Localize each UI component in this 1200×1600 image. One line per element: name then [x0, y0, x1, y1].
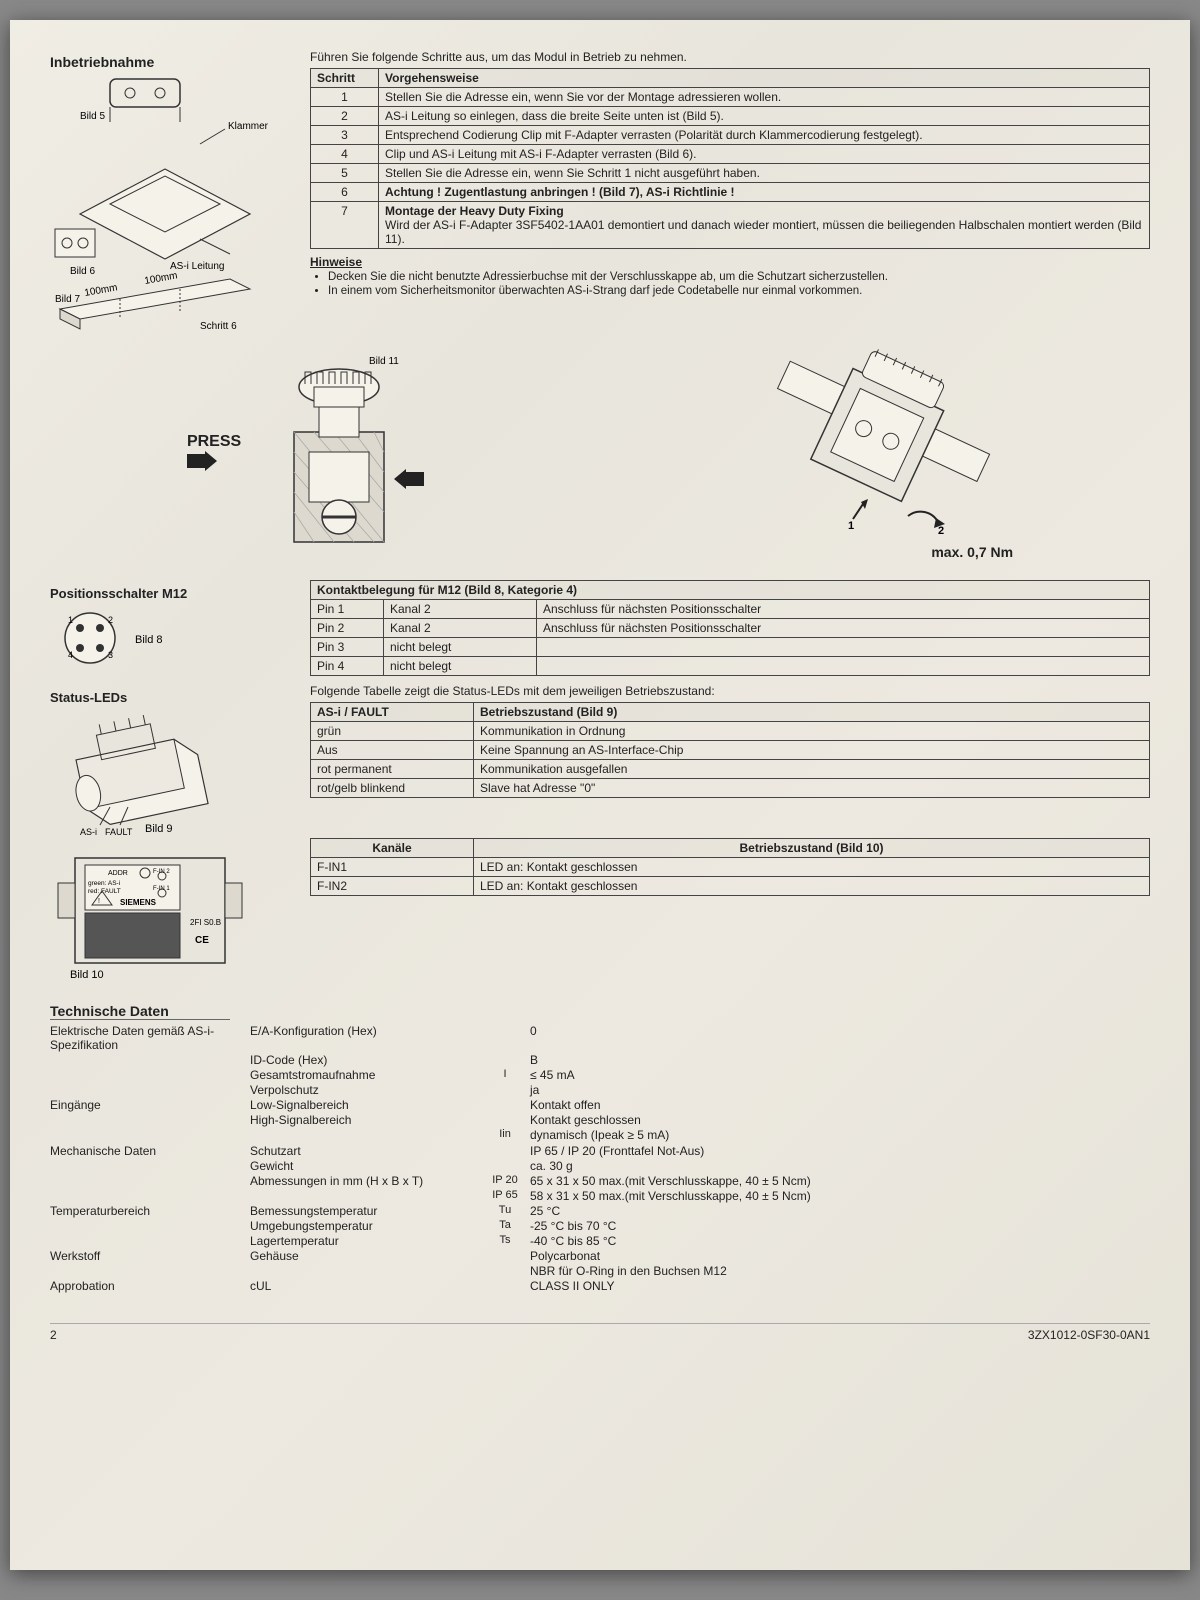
tech-row: High-SignalbereichKontakt geschlossen [50, 1113, 1150, 1127]
bild9-svg: AS-i FAULT Bild 9 [50, 707, 230, 837]
steps-th-schritt: Schritt [311, 69, 379, 88]
svg-text:ADDR: ADDR [108, 870, 128, 877]
svg-text:2: 2 [108, 615, 113, 625]
hinweise-title: Hinweise [310, 255, 1150, 269]
kontakt-caption: Kontaktbelegung für M12 (Bild 8, Kategor… [311, 581, 1150, 600]
assembly-diagram-svg: Bild 5 Klammer AS-i Leitung Bild 6 Bild … [50, 74, 280, 334]
svg-text:F-IN 2: F-IN 2 [153, 869, 170, 875]
hinweise-list: Decken Sie die nicht benutzte Adressierb… [328, 271, 1150, 297]
page-footer: 2 3ZX1012-0SF30-0AN1 [50, 1323, 1150, 1342]
positionsschalter-title: Positionsschalter M12 [50, 586, 290, 601]
doc-number: 3ZX1012-0SF30-0AN1 [1028, 1328, 1150, 1342]
tech-row: Abmessungen in mm (H x B x T)IP 2065 x 3… [50, 1174, 1150, 1188]
torque-label: max. 0,7 Nm [733, 544, 1013, 560]
svg-text:Bild 11: Bild 11 [369, 356, 399, 367]
svg-text:100mm: 100mm [84, 282, 119, 299]
bild5-label: Bild 5 [80, 111, 105, 122]
press-label: PRESS [187, 433, 241, 451]
svg-text:Bild 9: Bild 9 [145, 823, 173, 835]
svg-text:Bild 7: Bild 7 [55, 294, 80, 305]
press-diagram-area: PRESS Bild 11 [50, 344, 1150, 560]
svg-text:100mm: 100mm [144, 270, 179, 287]
tech-row: Verpolschutzja [50, 1083, 1150, 1097]
inbetriebnahme-title: Inbetriebnahme [50, 54, 290, 70]
status-led-intro: Folgende Tabelle zeigt die Status-LEDs m… [310, 684, 1150, 698]
m12-connector-svg: 1 2 3 4 Bild 8 [50, 603, 190, 673]
tech-daten-title: Technische Daten [50, 1003, 230, 1020]
svg-text:1: 1 [848, 520, 854, 532]
tech-row: GesamtstromaufnahmeI≤ 45 mA [50, 1068, 1150, 1082]
inbetriebnahme-diagrams: Inbetriebnahme Bild 5 Klammer AS-i Leitu… [50, 50, 290, 334]
svg-text:green: AS-i: green: AS-i [88, 880, 120, 887]
svg-text:2FI S0.B: 2FI S0.B [190, 918, 221, 927]
technische-daten: Technische Daten Elektrische Daten gemäß… [50, 1003, 1150, 1293]
kontaktbelegung-table: Kontaktbelegung für M12 (Bild 8, Kategor… [310, 580, 1150, 676]
tech-row: UmgebungstemperaturTa-25 °C bis 70 °C [50, 1219, 1150, 1233]
intro-text: Führen Sie folgende Schritte aus, um das… [310, 50, 1150, 64]
svg-text:2: 2 [938, 525, 944, 537]
svg-text:Bild 10: Bild 10 [70, 969, 104, 981]
tech-row: Elektrische Daten gemäß AS-i-Spezifikati… [50, 1024, 1150, 1052]
page-number: 2 [50, 1328, 57, 1342]
tech-row: EingängeLow-SignalbereichKontakt offen [50, 1098, 1150, 1112]
torque-device-svg: 1 2 [733, 344, 1013, 544]
tech-row: ApprobationcULCLASS II ONLY [50, 1279, 1150, 1293]
svg-text:3: 3 [108, 650, 113, 660]
tech-row: NBR für O-Ring in den Buchsen M12 [50, 1264, 1150, 1278]
led-table: AS-i / FAULTBetriebszustand (Bild 9) grü… [310, 702, 1150, 798]
kanal-table: KanäleBetriebszustand (Bild 10) F-IN1LED… [310, 838, 1150, 896]
tech-row: Mechanische DatenSchutzartIP 65 / IP 20 … [50, 1144, 1150, 1158]
svg-text:Bild 6: Bild 6 [70, 266, 95, 277]
tech-row: IP 6558 x 31 x 50 max.(mit Verschlusskap… [50, 1189, 1150, 1203]
instruction-sheet: Inbetriebnahme Bild 5 Klammer AS-i Leitu… [10, 20, 1190, 1570]
svg-text:AS-i: AS-i [80, 827, 97, 837]
steps-th-vor: Vorgehensweise [379, 69, 1150, 88]
tech-row: TemperaturbereichBemessungstemperaturTu2… [50, 1204, 1150, 1218]
svg-text:CE: CE [195, 935, 209, 946]
tech-row: Gewichtca. 30 g [50, 1159, 1150, 1173]
svg-text:4: 4 [68, 650, 73, 660]
svg-text:F-IN 1: F-IN 1 [153, 886, 170, 892]
arrow-right-icon [187, 451, 217, 471]
tech-row: Iindynamisch (Ipeak ≥ 5 mA) [50, 1128, 1150, 1142]
press-device-svg: Bild 11 [249, 352, 429, 552]
svg-text:Schritt 6: Schritt 6 [200, 321, 237, 332]
svg-text:1: 1 [68, 615, 73, 625]
steps-table: Schritt Vorgehensweise 1Stellen Sie die … [310, 68, 1150, 249]
svg-text:AS-i Leitung: AS-i Leitung [170, 261, 224, 272]
bild10-svg: ADDR green: AS-i red: FAULT F-IN 2 F-IN … [50, 843, 250, 983]
svg-text:!: ! [98, 898, 100, 905]
tech-row: WerkstoffGehäusePolycarbonat [50, 1249, 1150, 1263]
bild8-label: Bild 8 [135, 634, 163, 646]
svg-text:Klammer: Klammer [228, 121, 269, 132]
svg-text:FAULT: FAULT [105, 827, 133, 837]
svg-text:SIEMENS: SIEMENS [120, 898, 157, 907]
status-leds-title: Status-LEDs [50, 690, 290, 705]
tech-row: LagertemperaturTs-40 °C bis 85 °C [50, 1234, 1150, 1248]
tech-row: ID-Code (Hex)B [50, 1053, 1150, 1067]
